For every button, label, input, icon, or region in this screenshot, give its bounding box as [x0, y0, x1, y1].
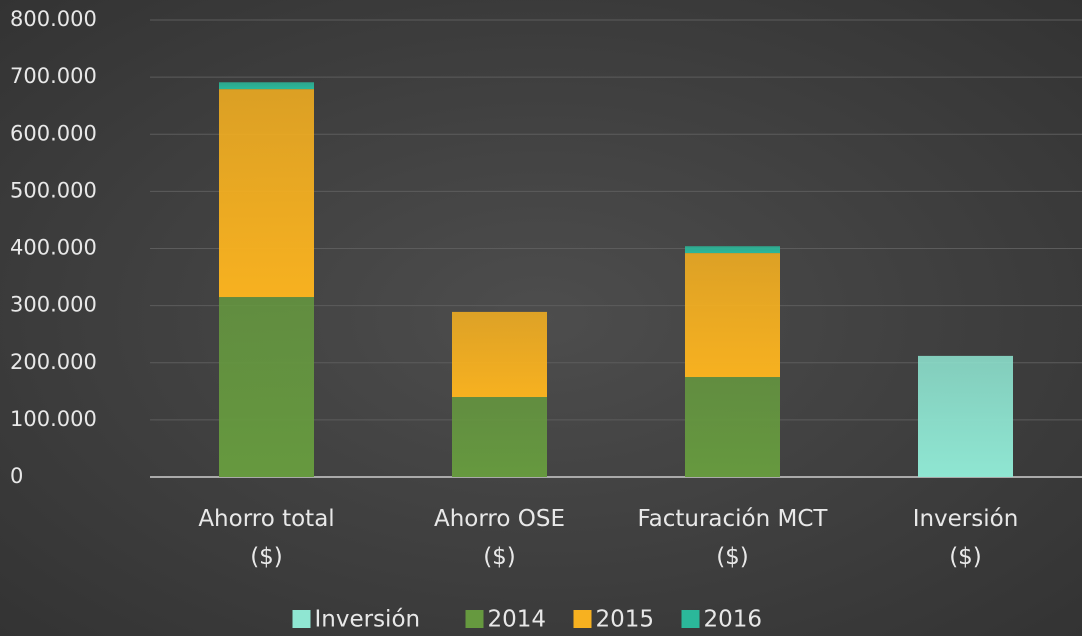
bar-segment — [918, 355, 1013, 477]
bar-segment — [452, 311, 547, 398]
legend-label: 2014 — [488, 607, 547, 633]
x-tick-label: Ahorro OSE ($) — [433, 506, 565, 570]
bar-segment — [452, 397, 547, 477]
legend-label: Inversión — [315, 607, 421, 633]
bar-segment — [685, 377, 780, 477]
y-tick-label: 300.000 — [10, 293, 97, 317]
legend-label: 2016 — [704, 607, 763, 633]
bar-segment — [685, 246, 780, 254]
legend-swatch — [681, 610, 700, 628]
x-tick-label: Inversión ($) — [912, 506, 1019, 570]
legend-swatch — [292, 610, 311, 628]
y-tick-label: 0 — [10, 464, 23, 488]
bar-segment — [685, 253, 780, 378]
y-tick-label: 200.000 — [10, 350, 97, 374]
x-tick-label: Facturación MCT ($) — [637, 506, 828, 570]
y-tick-label: 600.000 — [10, 121, 97, 145]
bar-segment — [219, 297, 314, 477]
y-tick-label: 400.000 — [10, 236, 97, 260]
y-tick-label: 500.000 — [10, 178, 97, 202]
legend-swatch — [573, 610, 592, 628]
legend-label: 2015 — [596, 607, 655, 633]
y-tick-label: 800.000 — [10, 7, 97, 31]
bar-segment — [219, 89, 314, 298]
bar-segment — [219, 82, 314, 90]
legend-swatch — [465, 610, 484, 628]
y-tick-label: 100.000 — [10, 407, 97, 431]
x-tick-label: Ahorro total ($) — [198, 506, 335, 570]
y-tick-label: 700.000 — [10, 64, 97, 88]
